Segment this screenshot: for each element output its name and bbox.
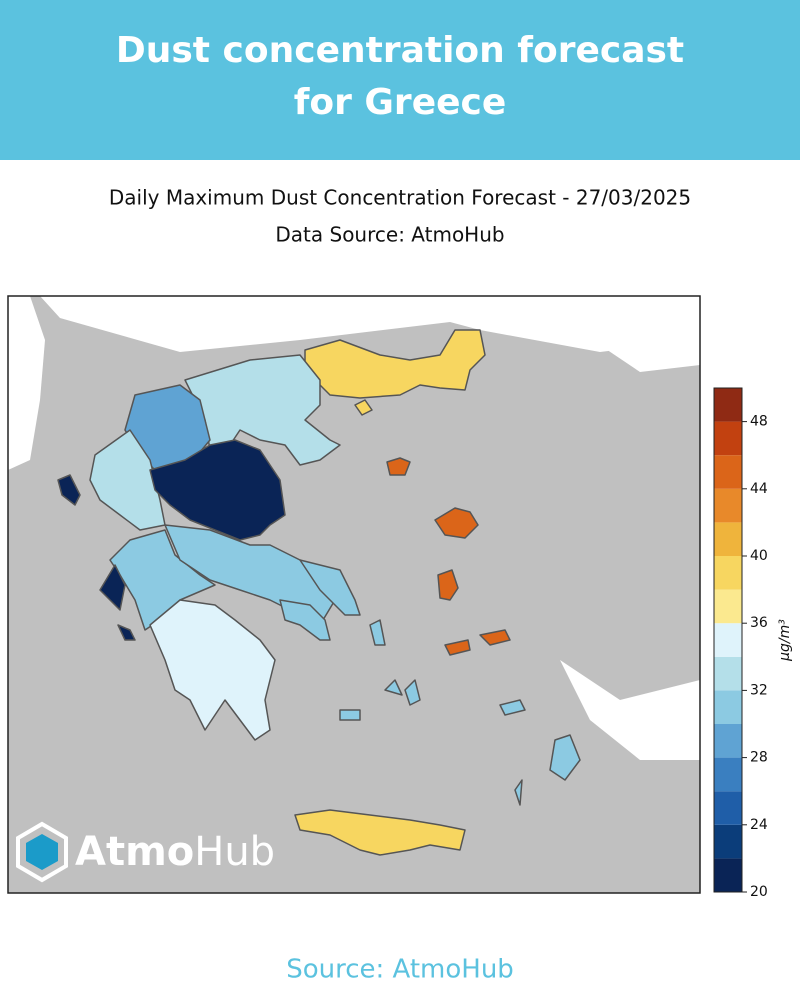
region	[354, 399, 373, 416]
region	[304, 329, 486, 399]
map-subtitle: Data Source: AtmoHub	[275, 223, 504, 247]
region	[549, 734, 581, 781]
colorbar-bin	[714, 455, 742, 489]
logo: AtmoHub	[16, 821, 275, 883]
colorbar-bin	[714, 388, 742, 422]
colorbar-bin	[714, 589, 742, 624]
region	[339, 619, 526, 806]
sea	[560, 296, 700, 372]
region	[444, 629, 511, 656]
colorbar-bin	[714, 724, 742, 758]
colorbar-bin	[714, 824, 742, 859]
colorbar-label: μg/m³	[777, 619, 793, 662]
logo-icon	[16, 821, 68, 883]
sea	[560, 660, 700, 760]
colorbar-bin	[714, 488, 742, 523]
logo-icon	[26, 834, 58, 870]
colorbar-bin	[714, 858, 742, 892]
logo-part: Atmo	[75, 829, 194, 875]
regions	[57, 329, 581, 856]
region	[89, 429, 166, 531]
sea	[8, 296, 45, 470]
region	[164, 524, 336, 626]
region	[437, 569, 459, 601]
region	[57, 474, 81, 506]
map-title: Daily Maximum Dust Concentration Forecas…	[109, 186, 691, 210]
colorbar-tick-label: 48	[750, 414, 768, 430]
map-frame	[7, 295, 701, 894]
colorbar-tick-label: 28	[750, 750, 768, 766]
sea	[40, 296, 700, 352]
logo-text: AtmoHub	[75, 829, 275, 875]
colorbar-bin	[714, 623, 742, 657]
colorbar: 20 24 28 32 36 40 44 48	[713, 387, 768, 900]
map: AtmoHub	[8, 296, 700, 893]
region	[149, 599, 276, 741]
colorbar-bin	[714, 421, 742, 456]
colorbar-bin	[714, 791, 742, 825]
region	[386, 457, 411, 476]
colorbar-bin	[714, 556, 742, 590]
colorbar-tick-label: 44	[750, 481, 768, 497]
header-title: for Greece	[294, 82, 507, 123]
colorbar-tick-label: 40	[750, 548, 768, 564]
colorbar-bin	[714, 656, 742, 691]
region	[279, 599, 331, 641]
footer-source: Source: AtmoHub	[286, 955, 514, 985]
colorbar-tick-label: 32	[750, 682, 768, 698]
region	[149, 439, 286, 541]
region	[294, 809, 466, 856]
colorbar-tick-label: 24	[750, 817, 768, 833]
colorbar-bin	[714, 690, 742, 724]
colorbar-bin	[714, 522, 742, 556]
colorbar-bin	[714, 757, 742, 792]
header-title: Dust concentration forecast	[116, 30, 684, 71]
header-band	[0, 0, 800, 160]
colorbar-tick-label: 36	[750, 615, 768, 631]
logo-part: Hub	[194, 829, 275, 875]
colorbar-tick-label: 20	[750, 884, 768, 900]
colorbar-frame	[713, 387, 743, 893]
region	[299, 559, 361, 616]
region	[99, 564, 136, 641]
region	[434, 507, 479, 539]
